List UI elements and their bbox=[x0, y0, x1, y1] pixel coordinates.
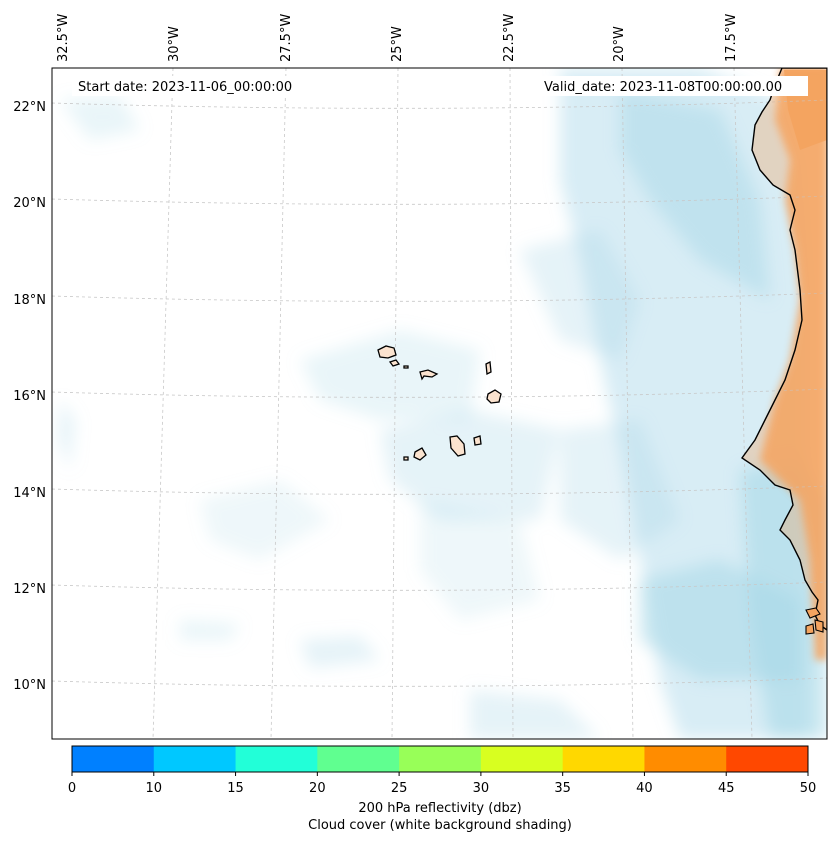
colorbar-tick-label: 25 bbox=[391, 781, 408, 796]
island-santa-luzia bbox=[403, 365, 409, 369]
colorbar-tick-label: 0 bbox=[68, 781, 76, 796]
lon-label: 30°W bbox=[167, 26, 182, 62]
colorbar-tick-label: 40 bbox=[636, 781, 653, 796]
colorbar-segment bbox=[480, 746, 564, 772]
colorbar-segment bbox=[72, 746, 155, 772]
longitude-labels: 32.5°W 30°W 27.5°W 25°W 22.5°W 20°W 17.5… bbox=[56, 14, 739, 62]
colorbar-tick-label: 30 bbox=[473, 781, 490, 796]
colorbar-segment bbox=[317, 746, 400, 772]
lat-label: 14°N bbox=[13, 486, 46, 501]
colorbar-tick-label: 35 bbox=[554, 781, 571, 796]
island-santiago bbox=[449, 435, 466, 457]
svg-text:Start date: 2023-11-06_00:00:0: Start date: 2023-11-06_00:00:00 bbox=[78, 80, 292, 95]
island-sao-vicente bbox=[388, 359, 401, 367]
island-santo-antao bbox=[377, 345, 397, 359]
colorbar: 0 10 15 20 25 30 35 40 45 50 bbox=[68, 745, 817, 796]
colorbar-label-cloud-cover: Cloud cover (white background shading) bbox=[308, 818, 572, 833]
map-panel: Start date: 2023-11-06_00:00:00 Valid_da… bbox=[52, 68, 827, 739]
lat-label: 16°N bbox=[13, 389, 46, 404]
colorbar-segment bbox=[153, 746, 237, 772]
africa-coastline bbox=[741, 68, 827, 631]
lat-label: 12°N bbox=[13, 582, 46, 597]
island-maio bbox=[473, 435, 482, 446]
colorbar-tick-label: 20 bbox=[309, 781, 326, 796]
lat-label: 20°N bbox=[13, 196, 46, 211]
colorbar-segment bbox=[726, 746, 809, 772]
colorbar-segment bbox=[562, 746, 645, 772]
colorbar-tick-label: 10 bbox=[146, 781, 163, 796]
graticule bbox=[52, 68, 827, 739]
lon-label: 17.5°W bbox=[724, 14, 739, 62]
island-fogo bbox=[413, 447, 427, 461]
lon-label: 32.5°W bbox=[56, 14, 71, 62]
lat-label: 10°N bbox=[13, 678, 46, 693]
lat-label: 18°N bbox=[13, 293, 46, 308]
island-brava bbox=[403, 456, 409, 461]
lon-label: 20°W bbox=[612, 26, 627, 62]
latitude-labels: 22°N 20°N 18°N 16°N 14°N 12°N 10°N bbox=[13, 100, 46, 693]
island-boa-vista bbox=[486, 389, 502, 404]
valid-date-annotation: Valid_date: 2023-11-08T00:00:00.00 bbox=[538, 76, 808, 96]
colorbar-label-reflectivity: 200 hPa reflectivity (dbz) bbox=[358, 801, 522, 816]
cape-verde-islands bbox=[377, 345, 502, 461]
lon-label: 22.5°W bbox=[502, 14, 517, 62]
map-frame bbox=[51, 67, 828, 740]
lon-label: 27.5°W bbox=[279, 14, 294, 62]
colorbar-segment bbox=[399, 746, 482, 772]
start-date-annotation: Start date: 2023-11-06_00:00:00 bbox=[72, 76, 314, 96]
cloud-cover-shading bbox=[58, 68, 827, 739]
colorbar-segment bbox=[644, 746, 727, 772]
colorbar-tick-label: 45 bbox=[718, 781, 735, 796]
island-sal bbox=[485, 360, 492, 376]
bijagos-islands bbox=[805, 607, 824, 635]
svg-text:Valid_date: 2023-11-08T00:00:0: Valid_date: 2023-11-08T00:00:00.00 bbox=[544, 80, 782, 95]
island-sao-nicolau bbox=[419, 369, 439, 381]
colorbar-segment bbox=[235, 746, 318, 772]
colorbar-frame bbox=[71, 745, 809, 773]
colorbar-tick-label: 15 bbox=[227, 781, 244, 796]
lon-label: 25°W bbox=[390, 26, 405, 62]
lat-label: 22°N bbox=[13, 100, 46, 115]
colorbar-tick-label: 50 bbox=[800, 781, 817, 796]
